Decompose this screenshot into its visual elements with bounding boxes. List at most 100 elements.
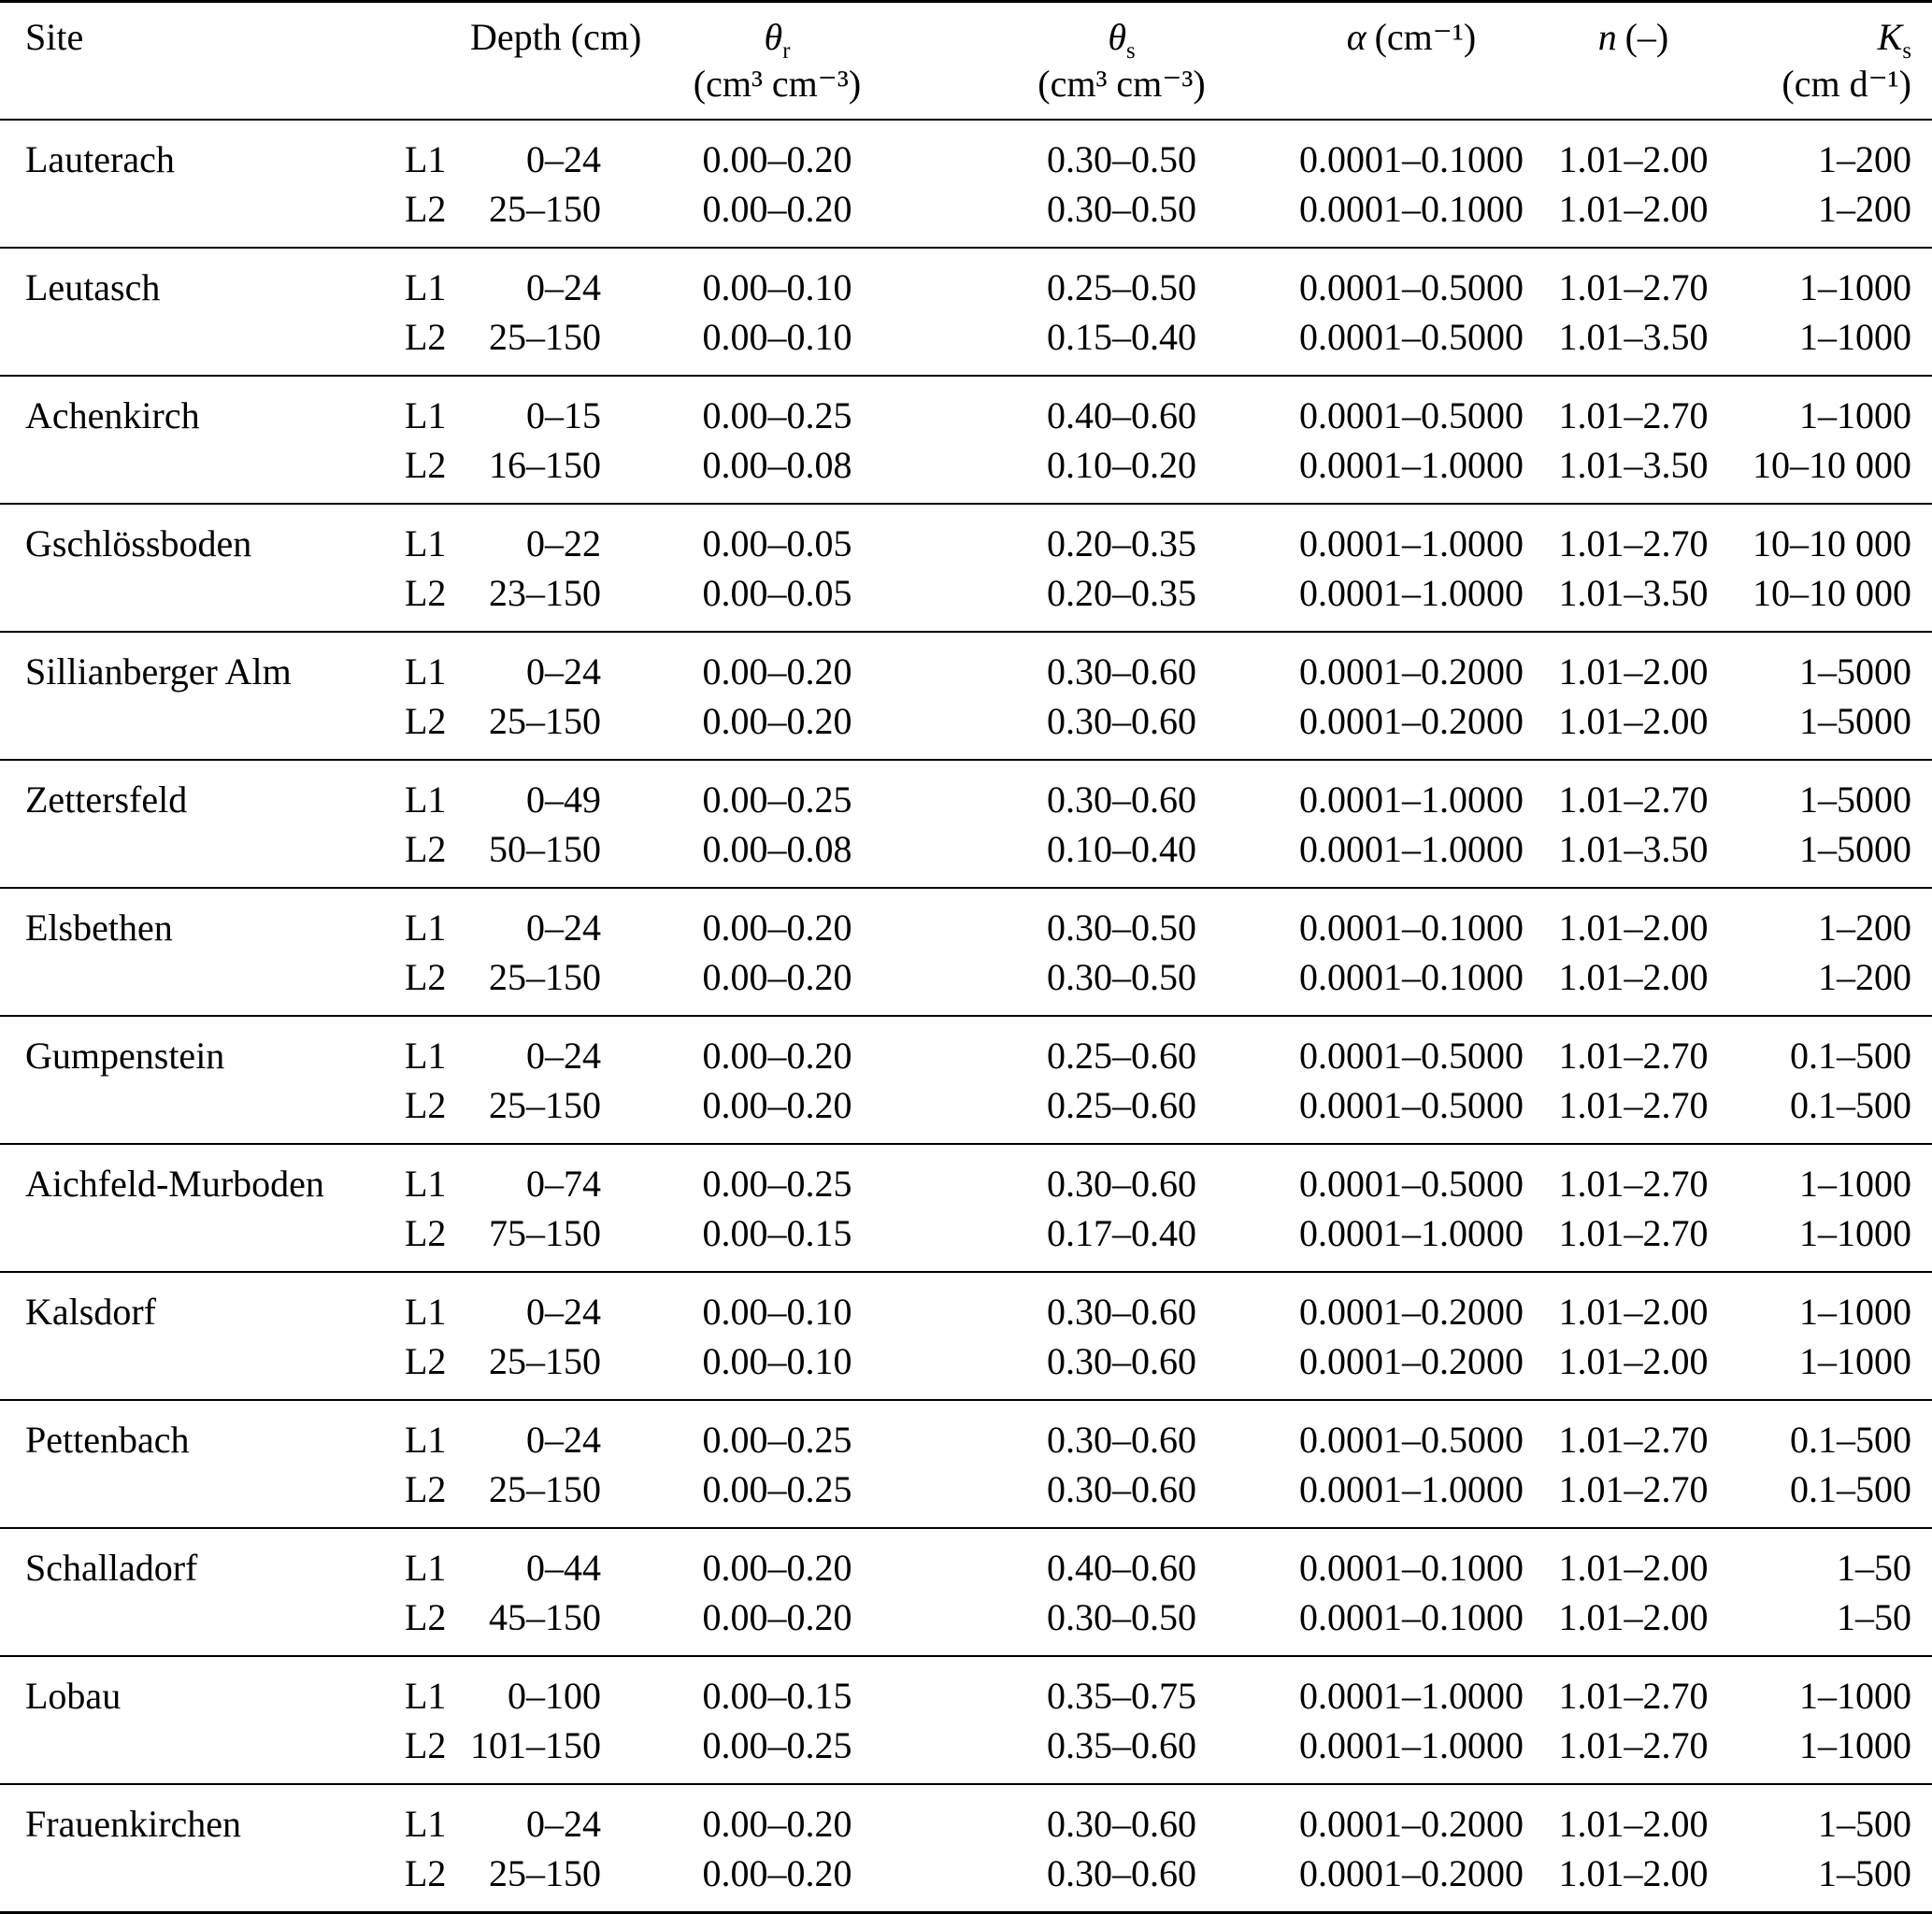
ks-cell: 10–10 000 xyxy=(1753,572,1911,614)
ks-cell: 0.1–500 xyxy=(1790,1468,1911,1510)
depth-cell: 0–24 xyxy=(526,1419,601,1461)
theta-s-cell: 0.35–0.75 xyxy=(1047,1675,1196,1717)
table-row: L2 23–150 0.00–0.05 0.20–0.35 0.0001–1.0… xyxy=(0,568,1932,632)
theta-s-cell: 0.10–0.20 xyxy=(1047,444,1196,486)
layer-cell: L2 xyxy=(405,1468,447,1510)
n-cell: 1.01–3.50 xyxy=(1558,316,1709,358)
theta-r-cell: 0.00–0.20 xyxy=(702,1852,852,1894)
theta-s-cell: 0.30–0.60 xyxy=(1047,1163,1196,1205)
alpha-symbol: α (cm⁻¹) xyxy=(1346,16,1477,58)
theta-r-cell: 0.00–0.20 xyxy=(702,1084,852,1126)
alpha-cell: 0.0001–0.2000 xyxy=(1299,1852,1524,1894)
layer-cell: L2 xyxy=(405,444,447,486)
alpha-cell: 0.0001–1.0000 xyxy=(1299,778,1524,821)
col-header-ks: Ks (cm d⁻¹) xyxy=(1734,2,1932,121)
site-group: Pettenbach L1 0–24 0.00–0.25 0.30–0.60 0… xyxy=(0,1400,1932,1528)
site-name-cell: Leutasch xyxy=(25,266,161,308)
table-row: L2 25–150 0.00–0.20 0.30–0.50 0.0001–0.1… xyxy=(0,952,1932,1016)
theta-r-cell: 0.00–0.15 xyxy=(702,1212,852,1254)
theta-s-cell: 0.10–0.40 xyxy=(1047,828,1196,870)
table-row: L2 25–150 0.00–0.20 0.25–0.60 0.0001–0.5… xyxy=(0,1080,1932,1144)
ks-cell: 1–50 xyxy=(1837,1596,1911,1638)
site-name-cell-empty xyxy=(0,952,367,1016)
theta-s-cell: 0.30–0.50 xyxy=(1047,907,1196,949)
ks-cell: 10–10 000 xyxy=(1753,522,1911,564)
alpha-cell: 0.0001–1.0000 xyxy=(1299,1675,1524,1717)
layer-cell: L1 xyxy=(405,1419,447,1461)
ks-cell: 1–500 xyxy=(1818,1803,1911,1845)
theta-r-cell: 0.00–0.20 xyxy=(702,650,852,693)
ks-unit: (cm d⁻¹) xyxy=(1782,63,1911,105)
depth-cell: 25–150 xyxy=(489,1468,601,1510)
table-row: L2 25–150 0.00–0.20 0.30–0.60 0.0001–0.2… xyxy=(0,1849,1932,1913)
layer-cell: L1 xyxy=(405,522,447,564)
theta-s-cell: 0.17–0.40 xyxy=(1047,1212,1196,1254)
table-row: Leutasch L1 0–24 0.00–0.10 0.25–0.50 0.0… xyxy=(0,248,1932,312)
site-name-cell: Frauenkirchen xyxy=(25,1803,242,1845)
ks-cell: 1–5000 xyxy=(1799,700,1911,742)
depth-cell: 50–150 xyxy=(489,828,601,870)
theta-s-cell: 0.30–0.60 xyxy=(1047,650,1196,693)
site-name-cell: Gschlössboden xyxy=(25,522,252,564)
theta-s-cell: 0.30–0.60 xyxy=(1047,1291,1196,1333)
site-group: Gumpenstein L1 0–24 0.00–0.20 0.25–0.60 … xyxy=(0,1016,1932,1144)
ks-symbol: Ks xyxy=(1877,16,1911,64)
n-cell: 1.01–2.00 xyxy=(1558,700,1709,742)
theta-r-cell: 0.00–0.05 xyxy=(702,572,852,614)
n-cell: 1.01–2.00 xyxy=(1558,1852,1709,1894)
site-name-cell-empty xyxy=(0,1208,367,1272)
ks-cell: 1–1000 xyxy=(1799,266,1911,308)
table-row: L2 16–150 0.00–0.08 0.10–0.20 0.0001–1.0… xyxy=(0,440,1932,504)
theta-r-cell: 0.00–0.10 xyxy=(702,1291,852,1333)
depth-cell: 25–150 xyxy=(489,700,601,742)
n-cell: 1.01–2.70 xyxy=(1558,394,1709,436)
layer-cell: L1 xyxy=(405,394,447,436)
n-cell: 1.01–2.70 xyxy=(1558,1419,1709,1461)
theta-r-cell: 0.00–0.20 xyxy=(702,1035,852,1077)
theta-s-cell: 0.30–0.50 xyxy=(1047,1596,1196,1638)
col-header-depth: Depth (cm) xyxy=(470,16,642,58)
layer-cell: L2 xyxy=(405,572,447,614)
alpha-cell: 0.0001–1.0000 xyxy=(1299,828,1524,870)
layer-cell: L1 xyxy=(405,1163,447,1205)
layer-cell: L1 xyxy=(405,907,447,949)
site-name-cell: Schalladorf xyxy=(25,1547,198,1589)
depth-cell: 0–74 xyxy=(526,1163,601,1205)
theta-s-cell: 0.30–0.50 xyxy=(1047,138,1196,180)
site-group: Lobau L1 0–100 0.00–0.15 0.35–0.75 0.000… xyxy=(0,1656,1932,1784)
depth-cell: 16–150 xyxy=(489,444,601,486)
theta-r-cell: 0.00–0.20 xyxy=(702,1803,852,1845)
theta-r-cell: 0.00–0.20 xyxy=(702,907,852,949)
alpha-cell: 0.0001–0.2000 xyxy=(1299,1340,1524,1382)
n-cell: 1.01–2.70 xyxy=(1558,1035,1709,1077)
ks-cell: 1–1000 xyxy=(1799,1291,1911,1333)
theta-r-cell: 0.00–0.20 xyxy=(702,956,852,998)
table-row: Schalladorf L1 0–44 0.00–0.20 0.40–0.60 … xyxy=(0,1528,1932,1593)
theta-s-cell: 0.30–0.60 xyxy=(1047,1852,1196,1894)
alpha-cell: 0.0001–1.0000 xyxy=(1299,572,1524,614)
layer-cell: L2 xyxy=(405,1852,447,1894)
theta-s-cell: 0.30–0.60 xyxy=(1047,1340,1196,1382)
site-group: Zettersfeld L1 0–49 0.00–0.25 0.30–0.60 … xyxy=(0,760,1932,888)
n-cell: 1.01–2.00 xyxy=(1558,1596,1709,1638)
alpha-cell: 0.0001–0.1000 xyxy=(1299,1596,1524,1638)
theta-s-cell: 0.30–0.60 xyxy=(1047,1803,1196,1845)
theta-r-cell: 0.00–0.08 xyxy=(702,444,852,486)
ks-cell: 1–1000 xyxy=(1799,1724,1911,1766)
alpha-cell: 0.0001–0.1000 xyxy=(1299,1547,1524,1589)
ks-cell: 1–1000 xyxy=(1799,1340,1911,1382)
theta-s-cell: 0.30–0.60 xyxy=(1047,778,1196,821)
alpha-cell: 0.0001–0.1000 xyxy=(1299,907,1524,949)
alpha-cell: 0.0001–1.0000 xyxy=(1299,1212,1524,1254)
theta-s-cell: 0.30–0.50 xyxy=(1047,956,1196,998)
n-cell: 1.01–3.50 xyxy=(1558,828,1709,870)
layer-cell: L2 xyxy=(405,956,447,998)
alpha-cell: 0.0001–0.1000 xyxy=(1299,956,1524,998)
n-cell: 1.01–2.70 xyxy=(1558,1084,1709,1126)
table-row: L2 25–150 0.00–0.20 0.30–0.50 0.0001–0.1… xyxy=(0,184,1932,248)
alpha-cell: 0.0001–0.2000 xyxy=(1299,700,1524,742)
theta-r-cell: 0.00–0.25 xyxy=(702,1419,852,1461)
theta-r-unit: (cm³ cm⁻³) xyxy=(693,63,862,105)
site-name-cell: Pettenbach xyxy=(25,1419,190,1461)
site-group: Sillianberger Alm L1 0–24 0.00–0.20 0.30… xyxy=(0,632,1932,760)
